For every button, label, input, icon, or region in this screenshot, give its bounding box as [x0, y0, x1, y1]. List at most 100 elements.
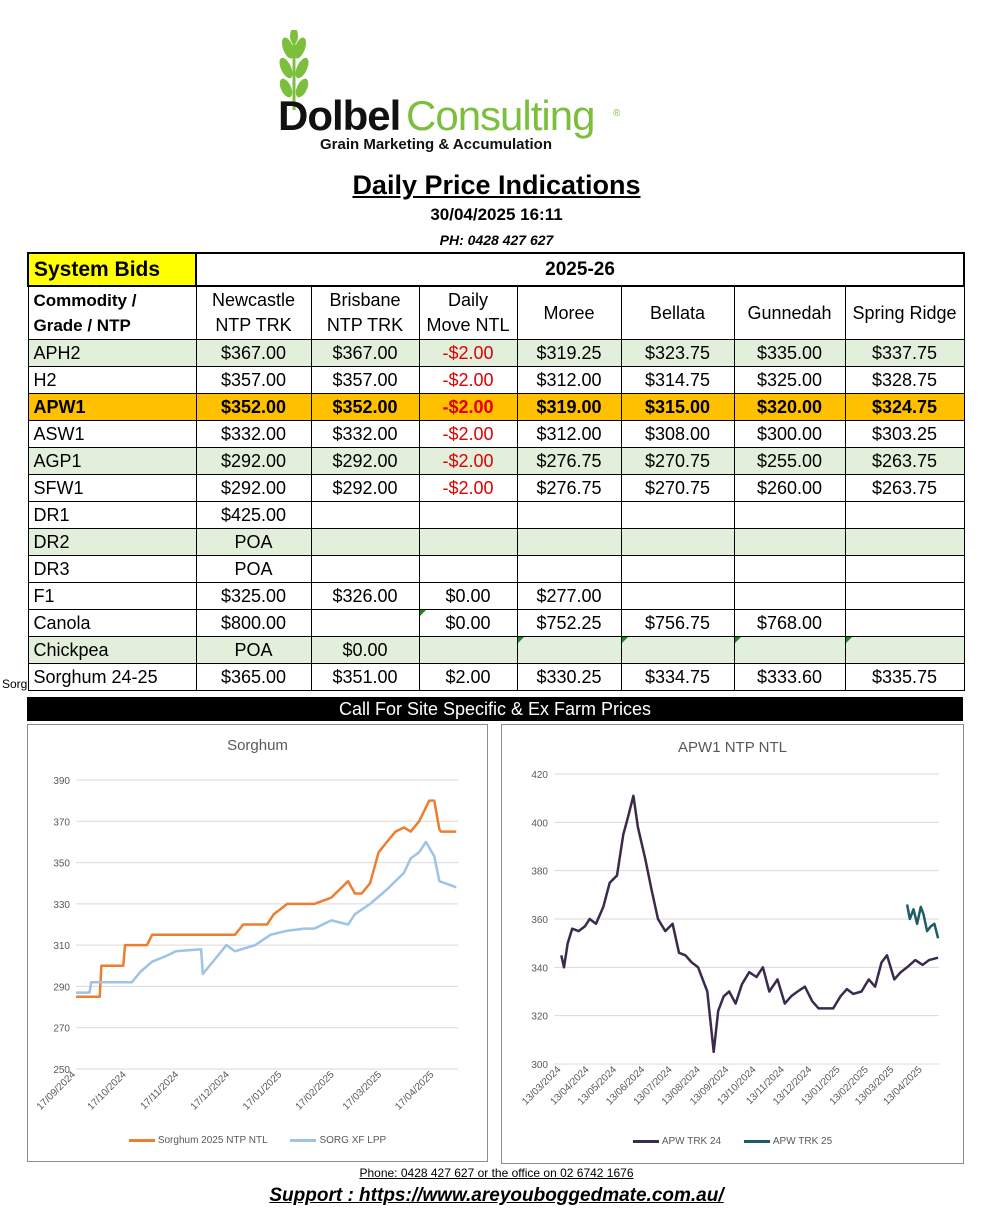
legend-item: APW TRK 25 — [743, 1136, 833, 1147]
commodity-cell: DR2 — [27, 528, 197, 556]
price-cell — [516, 636, 622, 664]
price-cell: $2.00 — [418, 663, 518, 691]
price-cell: $352.00 — [195, 393, 312, 421]
price-cell: $367.00 — [195, 339, 312, 367]
price-cell: -$2.00 — [418, 474, 518, 502]
price-cell: $276.75 — [516, 447, 622, 475]
column-header-line: NTP TRK — [215, 315, 292, 335]
price-cell — [418, 636, 518, 664]
price-cell: $330.25 — [516, 663, 622, 691]
column-header: Newcastle NTP TRK — [195, 285, 312, 340]
price-cell: $323.75 — [620, 339, 735, 367]
column-header-line: Newcastle — [211, 290, 296, 310]
price-cell — [844, 555, 965, 583]
price-cell: $425.00 — [195, 501, 312, 529]
price-cell: $270.75 — [620, 447, 735, 475]
price-cell: $312.00 — [516, 420, 622, 448]
price-cell — [620, 501, 735, 529]
column-header-line: Gunnedah — [747, 302, 832, 323]
commodity-cell: Sorghum 24-25 — [27, 663, 197, 691]
y-tick-label: 250 — [53, 1065, 70, 1076]
price-cell: $263.75 — [844, 474, 965, 502]
price-cell — [310, 609, 420, 637]
dolbel-consulting-logo: Dolbel Consulting ® Grain Marketing & Ac… — [270, 30, 630, 160]
price-cell: $0.00 — [418, 609, 518, 637]
y-tick-label: 300 — [531, 1060, 548, 1071]
price-cell: $333.60 — [733, 663, 846, 691]
commodity-cell: DR1 — [27, 501, 197, 529]
price-cell: $800.00 — [195, 609, 312, 637]
price-cell — [418, 528, 518, 556]
legend-label: SORG XF LPP — [319, 1135, 387, 1146]
y-tick-label: 400 — [531, 818, 548, 829]
commodity-cell: Canola — [27, 609, 197, 637]
column-header-line: Commodity / — [33, 291, 137, 310]
price-cell — [844, 528, 965, 556]
logo-brand-light: Consulting — [406, 92, 595, 139]
table-row: SFW1 $292.00 $292.00 -$2.00 $276.75 $270.75 $2… — [27, 474, 965, 502]
price-cell: $263.75 — [844, 447, 965, 475]
legend-item: SORG XF LPP — [290, 1135, 386, 1146]
table-row: F1 $325.00 $326.00 $0.00 $277.00 — [27, 582, 965, 610]
y-tick-label: 290 — [53, 982, 70, 993]
price-cell: $255.00 — [733, 447, 846, 475]
commodity-cell: DR3 — [27, 555, 197, 583]
price-cell: POA — [195, 528, 312, 556]
page-title: Daily Price Indications — [352, 170, 641, 200]
price-cell: $270.75 — [620, 474, 735, 502]
column-header-line: Move NTL — [426, 315, 510, 335]
table-banner-row: System Bids 2025-26 — [27, 252, 966, 287]
apw1-chart: APW1 NTP NTL 300 320 340 360 380 400 420 13/03/… — [501, 724, 964, 1164]
table-row: DR2 POA — [27, 528, 965, 556]
price-cell — [733, 528, 846, 556]
table-row: APW1 $352.00 $352.00 -$2.00 $319.00 $315.00 $3… — [27, 393, 965, 421]
column-header: Daily Move NTL — [418, 285, 518, 340]
price-cell — [844, 582, 965, 610]
y-tick-label: 330 — [53, 900, 70, 911]
price-cell: -$2.00 — [418, 393, 518, 421]
price-cell: $357.00 — [310, 366, 420, 394]
table-row: Chickpea POA $0.00 — [27, 636, 965, 664]
price-cell: $365.00 — [195, 663, 312, 691]
y-tick-label: 380 — [531, 867, 548, 878]
chart-title: Sorghum — [227, 737, 288, 754]
series-line — [76, 840, 457, 994]
support-link[interactable]: Support : https://www.areyouboggedmate.c… — [269, 1185, 724, 1206]
column-header: Commodity / Grade / NTP — [27, 285, 197, 340]
price-cell: POA — [195, 555, 312, 583]
price-cell: -$2.00 — [418, 339, 518, 367]
chart-legend: Sorghum 2025 NTP NTL SORG XF LPP — [28, 1135, 487, 1146]
column-header: Moree — [516, 285, 622, 340]
price-cell: $335.75 — [844, 663, 965, 691]
column-header-line: Moree — [543, 302, 595, 323]
price-cell: $314.75 — [620, 366, 735, 394]
legend-label: APW TRK 25 — [772, 1136, 833, 1147]
price-cell — [620, 636, 735, 664]
commodity-cell: APH2 — [27, 339, 197, 367]
x-tick-label: 17/04/2025 — [393, 1069, 436, 1112]
price-cell: $367.00 — [310, 339, 420, 367]
price-cell: $357.00 — [195, 366, 312, 394]
price-cell: $276.75 — [516, 474, 622, 502]
column-header: Bellata — [620, 285, 735, 340]
price-cell — [310, 528, 420, 556]
price-cell: $292.00 — [310, 447, 420, 475]
x-tick-label: 17/12/2024 — [189, 1069, 232, 1112]
y-tick-label: 320 — [531, 1012, 548, 1023]
season-label: 2025-26 — [194, 252, 966, 287]
y-tick-label: 270 — [53, 1024, 70, 1035]
registered-mark-icon: ® — [613, 108, 621, 119]
series-line — [905, 904, 940, 939]
price-cell — [844, 636, 965, 664]
price-cell: $325.00 — [195, 582, 312, 610]
price-cell: POA — [195, 636, 312, 664]
price-cell: $319.00 — [516, 393, 622, 421]
legend-swatch — [743, 1139, 770, 1143]
price-cell: -$2.00 — [418, 420, 518, 448]
price-cell: $320.00 — [733, 393, 846, 421]
table-header-row: Commodity / Grade / NTP Newcastle NTP TRK Br… — [27, 285, 965, 340]
chart-title: APW1 NTP NTL — [678, 739, 787, 756]
price-cell: $332.00 — [310, 420, 420, 448]
table-row: Canola $800.00 $0.00 $752.25 $756.75 $768.00 — [27, 609, 965, 637]
price-cell: $328.75 — [844, 366, 965, 394]
